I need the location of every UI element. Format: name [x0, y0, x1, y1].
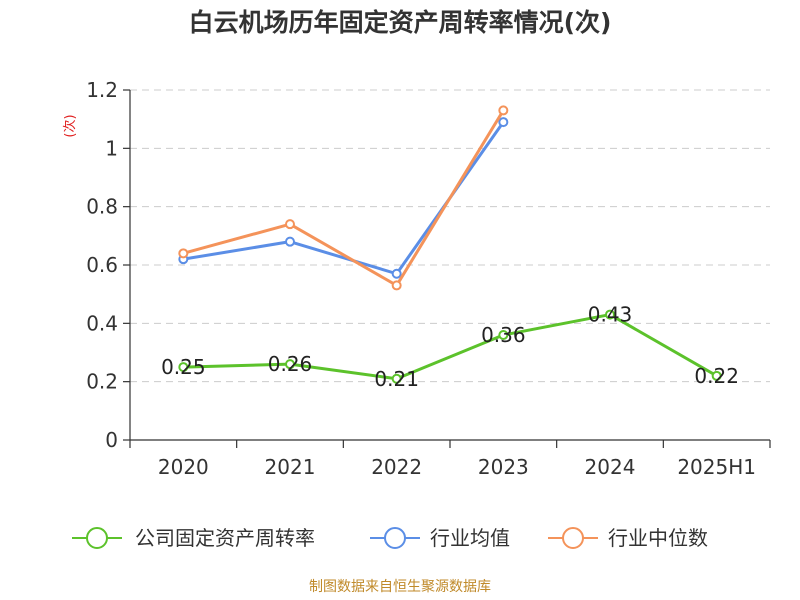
- y-tick-label: 1: [105, 136, 118, 160]
- y-tick-label: 0: [105, 428, 118, 452]
- x-tick-label: 2022: [371, 455, 422, 479]
- data-label: 0.22: [694, 364, 739, 388]
- data-label: 0.43: [588, 303, 633, 327]
- data-label: 0.26: [268, 352, 313, 376]
- data-label: 0.36: [481, 323, 526, 347]
- data-point: [285, 219, 295, 230]
- legend-label: 行业均值: [430, 526, 510, 550]
- y-tick-label: 0.2: [86, 370, 118, 394]
- data-point: [498, 117, 509, 128]
- data-point: [285, 359, 295, 370]
- x-tick-label: 2023: [478, 455, 529, 479]
- data-point: [285, 236, 295, 247]
- data-point: [178, 248, 189, 259]
- x-tick-label: 2020: [158, 455, 209, 479]
- data-point: [498, 105, 509, 116]
- series-line: [183, 313, 718, 381]
- legend-marker: [562, 527, 584, 549]
- legend-marker: [384, 527, 406, 549]
- data-point: [711, 370, 722, 381]
- y-axis-label: (次): [62, 114, 78, 137]
- legend-marker: [86, 527, 108, 549]
- legend: 公司固定资产周转率 行业均值 行业中位数: [72, 526, 708, 550]
- series-line: [183, 121, 505, 276]
- data-point: [391, 268, 402, 279]
- x-tick-label: 2025H1: [677, 455, 756, 479]
- x-tick-label: 2021: [265, 455, 316, 479]
- grid-lines: [130, 89, 770, 383]
- y-tick-label: 1.2: [86, 78, 118, 102]
- axes: 0 0.2 0.4 0.6 0.8 1 1.2 2020 2021 2022 2023 2024 202…: [86, 78, 771, 479]
- y-tick-label: 0.6: [86, 253, 118, 277]
- data-point: [178, 362, 189, 373]
- chart-title: 白云机场历年固定资产周转率情况(次): [188, 8, 612, 37]
- data-label: 0.25: [161, 355, 206, 379]
- source-note: 制图数据来自恒生聚源数据库: [309, 579, 491, 595]
- legend-label: 行业中位数: [608, 526, 708, 550]
- legend-label: 公司固定资产周转率: [135, 526, 315, 550]
- data-label: 0.21: [374, 367, 419, 391]
- data-point: [498, 330, 509, 340]
- series-layer: 0.25 0.26 0.21 0.36 0.43 0.22: [161, 105, 739, 391]
- y-tick-label: 0.8: [86, 195, 118, 219]
- data-point: [605, 309, 615, 320]
- data-point: [391, 280, 402, 291]
- data-point: [391, 373, 402, 384]
- y-tick-label: 0.4: [86, 311, 118, 335]
- x-tick-label: 2024: [585, 455, 636, 479]
- series-line: [182, 109, 505, 287]
